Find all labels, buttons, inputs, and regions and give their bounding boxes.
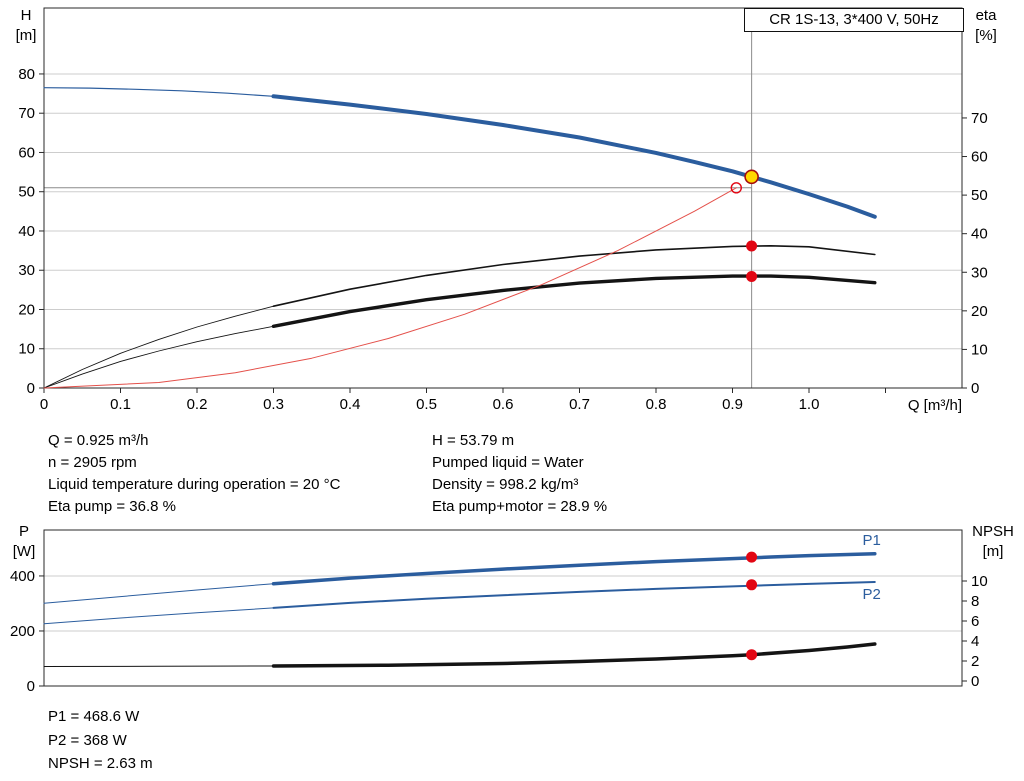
y-left-tick-label: 400 xyxy=(10,568,35,585)
npsh-axis-symbol: NPSH xyxy=(972,523,1014,540)
result-npsh: NPSH = 2.63 m xyxy=(48,755,153,772)
system-intersection-point xyxy=(730,182,742,194)
x-tick-label: 1.0 xyxy=(799,396,820,413)
x-tick-label: 0.8 xyxy=(646,396,667,413)
eta-pump-motor-curve-low-flow xyxy=(43,325,274,389)
eta-pump-motor-curve xyxy=(271,274,877,328)
y-right-tick-label: 2 xyxy=(971,653,979,670)
eta-pump-point xyxy=(746,240,758,252)
y-right-tick-label: 20 xyxy=(971,303,988,320)
x-tick-label: 0.9 xyxy=(722,396,743,413)
x-tick-label: 0 xyxy=(40,396,48,413)
h-axis-unit: [m] xyxy=(15,27,37,44)
y-right-tick-label: 10 xyxy=(971,573,988,590)
result-p2: P2 = 368 W xyxy=(48,731,127,749)
info-liquid-temperature: Liquid temperature during operation = 20… xyxy=(48,476,341,493)
y-right-tick-label: 6 xyxy=(971,613,979,630)
info-eta-pump-motor: Eta pump+motor = 28.9 % xyxy=(432,498,608,515)
y-left-tick-label: 40 xyxy=(18,223,35,240)
y-right-tick-label: 40 xyxy=(971,226,988,243)
info-eta-pump: Eta pump = 36.8 % xyxy=(48,498,176,515)
y-left-tick-label: 0 xyxy=(27,678,35,695)
p2-curve xyxy=(272,581,876,609)
y-left-tick-label: 20 xyxy=(18,301,35,318)
qh-curve-low-flow xyxy=(43,87,275,97)
y-left-tick-label: 50 xyxy=(18,184,35,201)
x-tick-label: 0.7 xyxy=(569,396,590,413)
result-p1: P1 = 468.6 W xyxy=(48,708,140,725)
pump-model-box: CR 1S-13, 3*400 V, 50Hz xyxy=(744,8,964,32)
info-head: H = 53.79 m xyxy=(432,432,515,449)
results-block: P1 = 468.6 W P2 = 368 W NPSH = 2.63 m xyxy=(48,705,153,776)
y-left-tick-label: 30 xyxy=(18,262,35,279)
npsh-axis-title: NPSH [m] xyxy=(964,522,1022,562)
eta-axis-unit: [%] xyxy=(975,27,997,44)
eta-pump-curve xyxy=(272,245,876,308)
power-npsh-chart-border xyxy=(43,529,963,687)
h-axis-symbol: H xyxy=(20,7,32,24)
x-tick-label: 0.1 xyxy=(110,396,131,413)
system-curve xyxy=(43,187,737,389)
eta-axis-symbol: eta xyxy=(975,7,997,24)
p1-label: P1 xyxy=(863,532,881,549)
x-tick-label: 0.3 xyxy=(263,396,284,413)
y-right-tick-label: 30 xyxy=(971,264,988,281)
y-right-tick-label: 8 xyxy=(971,593,979,610)
p-axis-title: P [W] xyxy=(4,522,44,562)
p1-curve-low-flow xyxy=(43,583,274,604)
duty-info-left: Q = 0.925 m³/h n = 2905 rpm Liquid tempe… xyxy=(48,430,340,518)
y-right-tick-label: 50 xyxy=(971,187,988,204)
npsh-curve xyxy=(271,642,877,668)
x-tick-label: 0.2 xyxy=(187,396,208,413)
npsh-axis-unit: [m] xyxy=(982,543,1004,560)
x-tick-label: 0.4 xyxy=(340,396,361,413)
y-right-tick-label: 10 xyxy=(971,341,988,358)
y-right-tick-label: 60 xyxy=(971,149,988,166)
y-left-tick-label: 0 xyxy=(27,380,35,397)
info-density: Density = 998.2 kg/m³ xyxy=(432,476,579,493)
duty-info-right: H = 53.79 m Pumped liquid = Water Densit… xyxy=(432,430,607,518)
y-left-tick-label: 60 xyxy=(18,144,35,161)
p1-point xyxy=(746,551,758,563)
q-axis-title: Q [m³/h] xyxy=(907,397,962,414)
npsh-curve-low-flow xyxy=(43,665,274,667)
info-speed: n = 2905 rpm xyxy=(48,454,137,471)
p2-point xyxy=(746,579,758,591)
y-left-tick-label: 70 xyxy=(18,105,35,122)
y-right-tick-label: 4 xyxy=(971,633,979,650)
p-axis-unit: [W] xyxy=(12,543,36,560)
y-right-tick-label: 70 xyxy=(971,110,988,127)
y-left-tick-label: 200 xyxy=(10,623,35,640)
duty-point[interactable] xyxy=(744,169,759,185)
y-left-tick-label: 10 xyxy=(18,341,35,358)
p-axis-symbol: P xyxy=(18,523,29,540)
y-right-tick-label: 0 xyxy=(971,380,979,397)
eta-pump-curve-low-flow xyxy=(43,305,274,389)
y-right-tick-label: 0 xyxy=(971,673,979,690)
qh-curve xyxy=(271,94,877,219)
h-axis-title: H [m] xyxy=(6,6,46,46)
x-tick-label: 0.6 xyxy=(493,396,514,413)
npsh-point xyxy=(746,649,758,661)
info-pumped-liquid: Pumped liquid = Water xyxy=(432,454,584,471)
info-flow: Q = 0.925 m³/h xyxy=(48,432,149,449)
y-left-tick-label: 80 xyxy=(18,66,35,83)
p1-curve xyxy=(271,551,877,586)
eta-axis-title: eta [%] xyxy=(962,6,1010,46)
x-tick-label: 0.5 xyxy=(416,396,437,413)
eta-pump-motor-point xyxy=(746,271,758,282)
p2-label: P2 xyxy=(863,586,881,603)
p2-curve-low-flow xyxy=(43,607,274,625)
